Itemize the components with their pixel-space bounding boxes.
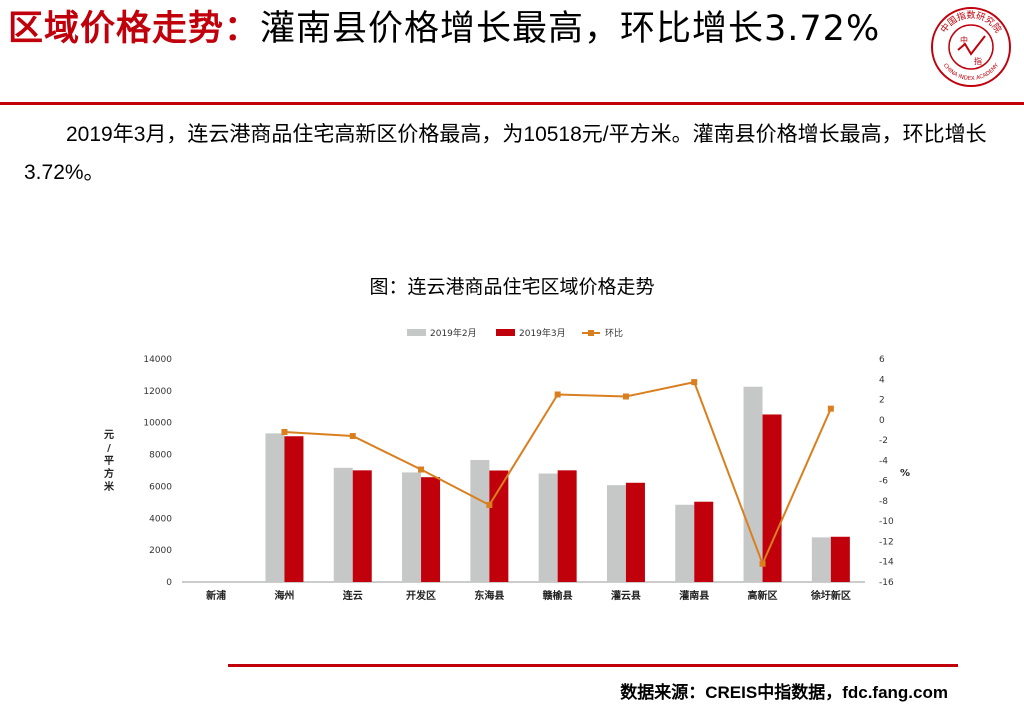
left-axis-label: 元 xyxy=(104,429,114,441)
ring-ratio-point xyxy=(486,501,493,508)
category-label: 灌云县 xyxy=(611,589,641,602)
ring-ratio-point xyxy=(349,433,356,440)
category-label: 连云 xyxy=(343,589,363,602)
bar-mar xyxy=(489,470,509,582)
data-source: 数据来源：CREIS中指数据，fdc.fang.com xyxy=(620,683,948,702)
right-tick-label: -2 xyxy=(879,436,888,446)
left-tick-label: 0 xyxy=(166,578,172,588)
chart-title: 图：连云港商品住宅区域价格走势 xyxy=(369,277,655,298)
price-trend-chart: 0 2000 4000 6000 8000 10000 12000 14000 6 4 2 0 -2 -4… xyxy=(104,327,910,602)
bar-mar xyxy=(762,414,782,582)
ring-ratio-point xyxy=(554,391,561,398)
ring-ratio-point xyxy=(622,393,629,400)
right-tick-label: 0 xyxy=(879,416,885,426)
bar-feb xyxy=(606,485,626,582)
bar-feb xyxy=(265,433,285,582)
header-divider xyxy=(0,102,1024,105)
right-tick-label: -8 xyxy=(879,497,888,507)
ring-ratio-point xyxy=(827,405,834,412)
left-tick-label: 4000 xyxy=(149,514,172,524)
title-rest: 灌南县价格增长最高，环比增长3.72% xyxy=(260,9,881,49)
right-tick-label: -10 xyxy=(879,517,894,527)
left-tick-label: 10000 xyxy=(143,419,172,429)
category-label: 徐圩新区 xyxy=(810,589,851,602)
bar-feb xyxy=(470,459,490,582)
right-axis-label: % xyxy=(900,468,910,479)
logo-center-text-1: 中 xyxy=(960,35,968,45)
bar-mar xyxy=(625,482,645,582)
left-tick-label: 6000 xyxy=(149,482,172,492)
legend-label: 2019年3月 xyxy=(519,327,566,339)
bar-feb xyxy=(538,473,558,582)
left-tick-label: 2000 xyxy=(149,546,172,556)
logo: 中国指数研究院 CHINA INDEX ACADEMY 中 指 xyxy=(931,7,1011,87)
logo-center-text-2: 指 xyxy=(974,56,982,66)
page-title: 区域价格走势：灌南县价格增长最高，环比增长3.72% xyxy=(8,6,908,52)
title-highlight: 区域价格走势： xyxy=(8,9,261,49)
summary-paragraph: 2019年3月，连云港商品住宅高新区价格最高，为10518元/平方米。灌南县价格… xyxy=(24,123,987,184)
left-axis-label: / xyxy=(107,443,111,454)
right-tick-label: -14 xyxy=(879,558,894,568)
bar-mar xyxy=(352,470,372,582)
bar-mar xyxy=(694,501,714,582)
ring-ratio-point xyxy=(281,428,288,435)
ring-ratio-point xyxy=(759,560,766,567)
category-label: 赣榆县 xyxy=(543,589,573,602)
right-tick-label: 6 xyxy=(879,355,885,365)
legend-swatch xyxy=(407,329,426,336)
bar-mar xyxy=(830,536,850,582)
left-axis-label: 平 xyxy=(104,455,114,467)
left-tick-label: 14000 xyxy=(143,355,172,365)
right-tick-label: -4 xyxy=(879,456,888,466)
bar-mar xyxy=(284,436,304,582)
category-label: 东海县 xyxy=(474,589,504,602)
bar-mar xyxy=(557,470,577,582)
category-label: 高新区 xyxy=(748,589,778,602)
right-tick-label: -6 xyxy=(879,477,888,487)
left-tick-label: 12000 xyxy=(143,387,172,397)
legend-label: 环比 xyxy=(605,327,623,339)
bar-feb xyxy=(333,467,353,582)
left-tick-label: 8000 xyxy=(149,451,172,461)
category-label: 新浦 xyxy=(206,589,226,602)
footer-divider xyxy=(228,664,958,667)
ring-ratio-point xyxy=(691,379,698,386)
category-label: 灌南县 xyxy=(679,589,709,602)
legend-label: 2019年2月 xyxy=(430,327,477,339)
bar-feb xyxy=(402,472,422,582)
category-label: 开发区 xyxy=(406,589,436,602)
left-axis-label: 方 xyxy=(104,467,114,480)
bar-mar xyxy=(421,477,441,582)
category-label: 海州 xyxy=(274,589,294,602)
right-tick-label: 2 xyxy=(879,396,885,406)
ring-ratio-point xyxy=(418,466,425,473)
right-tick-label: -12 xyxy=(879,537,894,547)
right-tick-label: 4 xyxy=(879,375,885,385)
left-axis-label: 米 xyxy=(104,480,115,493)
bar-feb xyxy=(675,504,695,582)
bar-feb xyxy=(811,537,831,582)
legend-swatch-marker xyxy=(588,330,594,336)
bar-feb xyxy=(743,386,763,582)
right-tick-label: -16 xyxy=(879,578,894,588)
legend-swatch xyxy=(496,329,515,336)
